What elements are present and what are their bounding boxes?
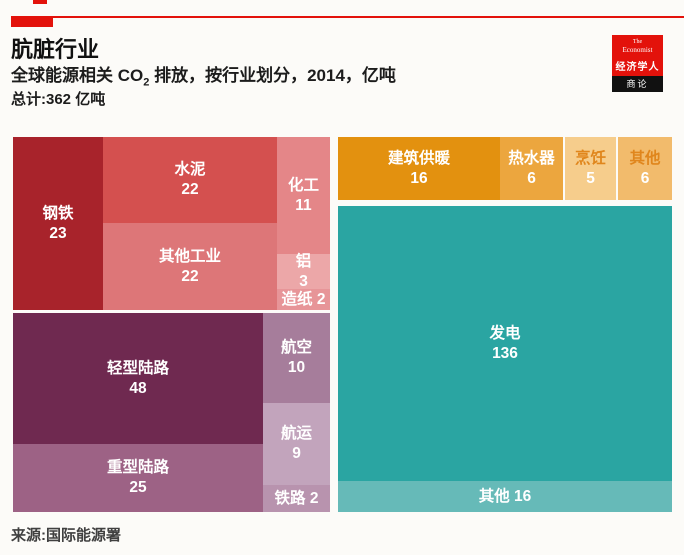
cell-label: 钢铁: [42, 204, 74, 222]
chart-subtitle: 全球能源相关 CO2 排放，按行业划分，2014，亿吨: [11, 61, 396, 88]
treemap-cell-paper: 造纸 2: [277, 289, 330, 310]
subtitle-prefix: 全球能源相关 CO: [11, 66, 144, 85]
cell-value: 48: [129, 379, 147, 397]
cell-value: 136: [492, 344, 518, 362]
logo-chinese-name: 经济学人: [615, 62, 660, 73]
logo-masthead-line1: The: [632, 39, 643, 45]
logo-masthead-line2: Economist: [622, 46, 653, 54]
cell-value: 6: [640, 169, 650, 187]
chart-total-line: 总计:362 亿吨: [11, 91, 106, 108]
treemap-cell-light-road: 轻型陆路 48: [13, 313, 263, 444]
treemap-cell-power-other: 其他 16: [338, 481, 672, 512]
subtitle-suffix: 排放，按行业划分，2014，亿吨: [149, 66, 396, 85]
treemap-cell-chemicals: 化工 11: [277, 137, 330, 254]
cell-value: 10: [287, 359, 306, 376]
cell-label: 热水器: [508, 149, 555, 167]
cell-label: 铁路 2: [274, 489, 319, 507]
treemap-cell-steel: 钢铁 23: [13, 137, 103, 310]
treemap-cell-cooking: 烹饪 5: [565, 137, 616, 200]
cell-label: 航空: [280, 339, 312, 357]
treemap-cell-building-heating: 建筑供暖 16: [338, 137, 500, 200]
cell-value: 3: [299, 272, 308, 290]
cell-value: 22: [181, 181, 199, 198]
treemap-cell-cement: 水泥 22: [103, 137, 277, 223]
treemap-cell-aviation: 航空 10: [263, 313, 330, 403]
treemap-cell-power-generation: 发电 136: [338, 206, 672, 481]
subtitle-subscript: 2: [143, 76, 150, 89]
cell-value: 16: [410, 169, 428, 187]
cell-value: 11: [295, 196, 312, 214]
cell-label: 航运: [280, 425, 312, 443]
economist-logo-red-box: The Economist 经济学人: [612, 35, 663, 76]
cell-label: 发电: [489, 324, 521, 342]
logo-edition-band: 商论: [612, 76, 663, 92]
cell-label: 造纸 2: [281, 290, 326, 308]
cell-label: 烹饪: [574, 149, 606, 167]
cell-label: 其他: [629, 149, 661, 167]
cell-value: 9: [292, 445, 301, 462]
cell-label: 铝: [295, 252, 312, 270]
top-red-tab: [11, 16, 53, 27]
cell-label: 其他 16: [478, 487, 532, 505]
cell-value: 23: [49, 224, 67, 242]
cell-value: 6: [527, 169, 536, 187]
treemap-cell-other-industry: 其他工业 22: [103, 223, 277, 310]
treemap-cell-water-heaters: 热水器 6: [500, 137, 563, 200]
cell-label: 其他工业: [158, 247, 221, 265]
cell-label: 水泥: [174, 161, 206, 179]
cell-value: 5: [586, 169, 595, 187]
chart-title: 肮脏行业: [11, 37, 100, 62]
treemap-cell-other-buildings: 其他 6: [618, 137, 672, 200]
top-red-rule: [11, 16, 684, 18]
cell-label: 化工: [287, 176, 319, 194]
top-red-sliver: [33, 0, 47, 4]
treemap-cell-heavy-road: 重型陆路 25: [13, 444, 263, 512]
source-line: 来源:国际能源署: [11, 527, 121, 544]
treemap-cell-rail: 铁路 2: [263, 485, 330, 512]
treemap-cell-shipping: 航运 9: [263, 403, 330, 485]
cell-value: 25: [129, 479, 147, 496]
cell-value: 22: [181, 267, 199, 285]
cell-label: 轻型陆路: [106, 359, 169, 377]
cell-label: 重型陆路: [106, 459, 169, 477]
cell-label: 建筑供暖: [387, 149, 450, 167]
economist-logo: The Economist 经济学人 商论: [612, 35, 663, 92]
